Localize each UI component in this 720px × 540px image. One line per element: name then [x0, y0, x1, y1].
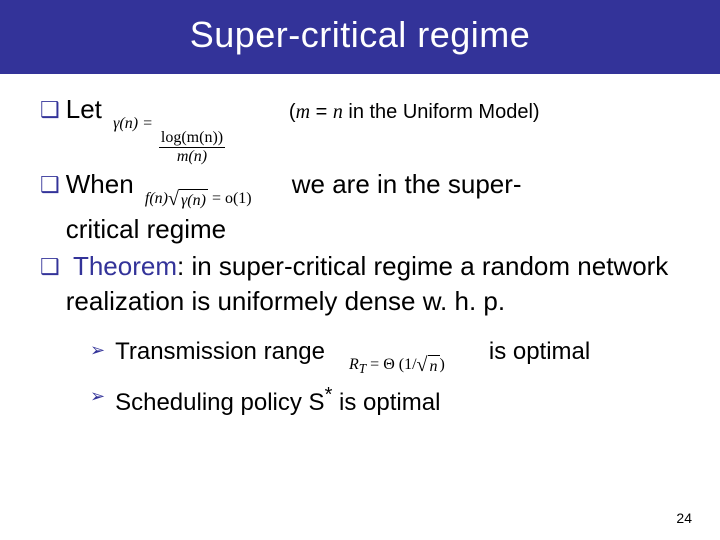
slide-title: Super-critical regime [0, 14, 720, 56]
when-f: f(n) [145, 190, 168, 207]
formula-rt: RT = Θ (1/√n) [345, 354, 449, 379]
rt-sqrt-arg: n [428, 355, 440, 378]
sub-transmission-b: is optimal [489, 338, 590, 365]
when-sqrt-arg: γ(n) [179, 189, 208, 212]
gamma-num: log(m(n)) [159, 130, 225, 146]
slide: Super-critical regime ❑ Let γ(n) = log(m… [0, 0, 720, 540]
bullet-let-text: Let γ(n) = log(m(n)) m(n) (m = n in the U… [66, 92, 540, 165]
sub-scheduling-a: Scheduling policy S [115, 389, 324, 416]
rt-sqrt: √n [417, 355, 440, 378]
sub-transmission-a: Transmission range [115, 338, 325, 365]
page-number: 24 [676, 510, 692, 526]
when-rhs: = o(1) [208, 190, 252, 207]
bullet-let: ❑ Let γ(n) = log(m(n)) m(n) (m = n in the… [40, 92, 692, 165]
gamma-fraction: log(m(n)) m(n) [157, 130, 227, 165]
sub-transmission-text: Transmission range RT = Θ (1/√n) is opti… [115, 335, 590, 379]
sub-scheduling-b: is optimal [332, 389, 440, 416]
square-bullet-icon: ❑ [40, 249, 60, 284]
sub-bullets: ➢ Transmission range RT = Θ (1/√n) is op… [90, 335, 692, 419]
bullet-when-rest-b: critical regime [66, 214, 226, 244]
sub-scheduling: ➢ Scheduling policy S* is optimal [90, 381, 692, 420]
gamma-den: m(n) [175, 149, 209, 165]
formula-when: f(n)√γ(n) = o(1) [141, 188, 256, 212]
rt-lhs: R [349, 356, 359, 373]
formula-gamma: γ(n) = log(m(n)) m(n) [109, 102, 231, 165]
chevron-icon: ➢ [90, 335, 105, 366]
rt-mid: = Θ (1/ [366, 356, 416, 373]
bullet-when-word: When [66, 169, 134, 199]
square-bullet-icon: ❑ [40, 167, 60, 202]
bullet-when-rest-a: we are in the super- [292, 169, 522, 199]
rt-end: ) [440, 356, 445, 373]
bullet-when-text: When f(n)√γ(n) = o(1) we are in the supe… [66, 167, 522, 247]
content-area: ❑ Let γ(n) = log(m(n)) m(n) (m = n in the… [0, 74, 720, 419]
bullet-theorem: ❑ Theorem: in super-critical regime a ra… [40, 249, 692, 319]
chevron-icon: ➢ [90, 381, 105, 412]
theorem-keyword: Theorem [73, 251, 177, 281]
title-bar: Super-critical regime [0, 0, 720, 74]
square-bullet-icon: ❑ [40, 92, 60, 127]
bullet-let-word: Let [66, 94, 102, 124]
bullet-when: ❑ When f(n)√γ(n) = o(1) we are in the su… [40, 167, 692, 247]
sub-transmission: ➢ Transmission range RT = Θ (1/√n) is op… [90, 335, 692, 379]
when-sqrt: √γ(n) [168, 189, 208, 212]
bullet-let-note: (m = n in the Uniform Model) [289, 101, 540, 123]
bullet-theorem-text: Theorem: in super-critical regime a rand… [66, 249, 692, 319]
sub-scheduling-text: Scheduling policy S* is optimal [115, 381, 440, 420]
gamma-lhs: γ(n) = [113, 115, 157, 132]
